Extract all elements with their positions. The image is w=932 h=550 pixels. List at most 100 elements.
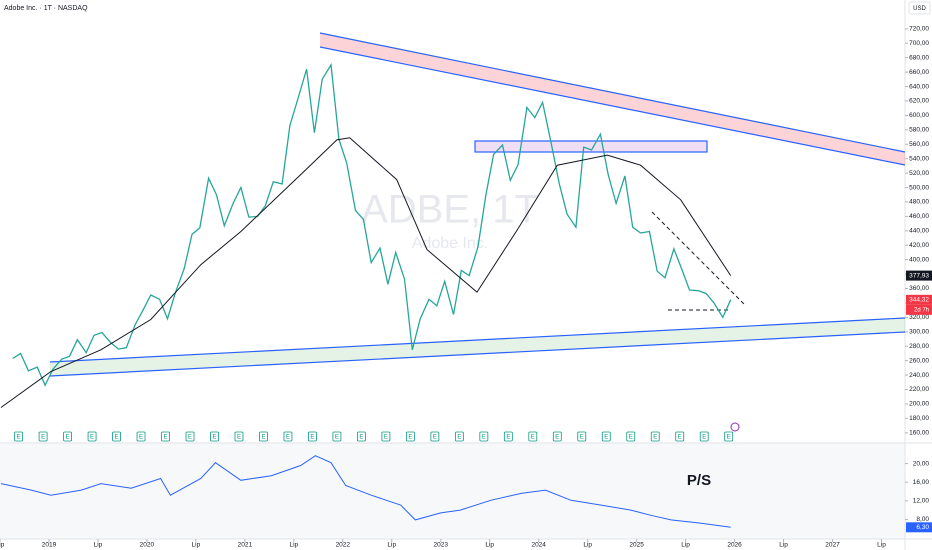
x-tick-label: 2023 (434, 542, 449, 549)
earnings-marker (161, 431, 170, 442)
earnings-label: E (261, 435, 265, 441)
x-tick-label: Lip (485, 542, 494, 549)
earnings-label: E (457, 435, 461, 441)
x-tick-label: 2024 (531, 542, 546, 549)
x-tick-label: Lip (192, 542, 201, 549)
x-tick-label: Lip (94, 542, 103, 549)
price-label: 377,93 (909, 272, 929, 279)
y-tick-label: 560,00 (909, 141, 929, 148)
y-tick-label: 720,00 (909, 26, 929, 33)
x-tick-label: Lip (387, 542, 396, 549)
y-tick-label: 500,00 (909, 184, 929, 191)
trend-line (319, 46, 906, 166)
earnings-label: E (555, 435, 559, 441)
earnings-marker (601, 431, 611, 442)
earnings-label: E (580, 435, 584, 441)
earnings-label: E (653, 435, 657, 441)
earnings-marker (479, 431, 489, 442)
earnings-label: E (629, 435, 633, 441)
x-tick-label: 2021 (238, 542, 253, 549)
earnings-label: E (90, 435, 94, 441)
trend-line (49, 331, 906, 377)
earnings-label: E (604, 435, 608, 441)
earnings-label: E (727, 435, 731, 441)
earnings-marker (332, 431, 342, 442)
earnings-label: E (115, 435, 119, 441)
y-tick-label: 600,00 (909, 112, 929, 119)
x-tick-label: Lip (0, 542, 5, 549)
earnings-marker (185, 431, 195, 442)
x-tick-label: 2019 (42, 542, 57, 549)
earnings-marker (454, 431, 464, 442)
x-tick-label: 2026 (727, 542, 742, 549)
y-tick-label: 440,00 (909, 228, 929, 235)
earnings-label: E (531, 435, 535, 441)
price-label: 344,32 (909, 297, 929, 304)
earnings-marker (381, 431, 391, 442)
earnings-label: E (237, 435, 241, 441)
channel-band (50, 318, 905, 376)
earnings-marker (234, 431, 244, 442)
y-tick-label: 160,00 (909, 430, 929, 437)
y-tick-label: 420,00 (909, 242, 929, 249)
earnings-marker (699, 431, 709, 442)
earnings-marker (675, 431, 685, 442)
earnings-label: E (310, 435, 314, 441)
earnings-label: E (384, 435, 388, 441)
y-tick-label: 480,00 (909, 199, 929, 206)
earnings-marker (357, 431, 366, 442)
price-marker (906, 522, 932, 533)
y-tick-label: 540,00 (909, 155, 929, 162)
earnings-marker (112, 431, 121, 442)
earnings-label: E (17, 435, 21, 441)
y-tick-label: 640,00 (909, 83, 929, 90)
earnings-label: E (702, 435, 706, 441)
y-tick-label: 12,00 (913, 498, 930, 505)
x-tick-label: 2020 (140, 542, 155, 549)
y-tick-label: 520,00 (909, 170, 929, 177)
x-tick-label: 2025 (629, 542, 644, 549)
x-tick-label: Lip (681, 542, 690, 549)
earnings-label: E (482, 435, 486, 441)
earnings-label: E (286, 435, 290, 441)
earnings-label: E (433, 435, 437, 441)
x-tick-label: Lip (289, 542, 298, 549)
series-line (12, 62, 732, 387)
y-tick-label: 300,00 (909, 329, 929, 336)
watermark: Adobe Inc. (412, 235, 489, 252)
earnings-marker (63, 431, 72, 442)
earnings-label: E (506, 435, 510, 441)
earnings-marker (38, 431, 48, 442)
zone-band (474, 140, 708, 153)
pane-label: P/S (687, 472, 711, 489)
earnings-marker (503, 431, 513, 442)
earnings-label: E (139, 435, 143, 441)
currency: USD (913, 6, 926, 12)
earnings-marker (552, 431, 562, 442)
earnings-label: E (66, 435, 70, 441)
price-label: 6,30 (916, 524, 929, 531)
currency-box (908, 1, 931, 15)
y-tick-label: 240,00 (909, 372, 929, 379)
trend-line (49, 317, 906, 363)
x-tick-label: 2022 (336, 542, 351, 549)
x-tick-label: Lip (779, 542, 788, 549)
y-tick-label: 700,00 (909, 40, 929, 47)
earnings-marker (259, 431, 268, 442)
y-tick-label: 320,00 (909, 314, 929, 321)
chart-title: Adobe Inc. · 1T · NASDAQ (4, 5, 88, 12)
earnings-marker (210, 431, 219, 442)
y-tick-label: 460,00 (909, 213, 929, 220)
earnings-label: E (359, 435, 363, 441)
x-tick-label: 2027 (825, 542, 840, 549)
dashed-line (651, 211, 746, 306)
earnings-label: E (41, 435, 45, 441)
y-tick-label: 620,00 (909, 98, 929, 105)
y-tick-label: 220,00 (909, 386, 929, 393)
y-tick-label: 400,00 (909, 256, 929, 263)
y-tick-label: 680,00 (909, 54, 929, 61)
y-tick-label: 180,00 (909, 415, 929, 422)
y-tick-label: 20,00 (913, 460, 930, 467)
earnings-marker (528, 431, 538, 442)
y-tick-label: 16,00 (913, 479, 930, 486)
